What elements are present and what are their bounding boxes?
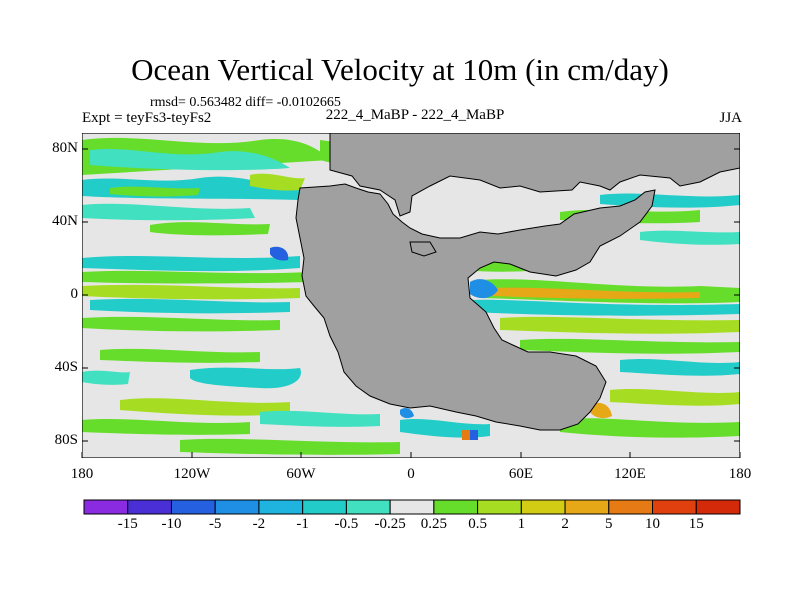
colorbar-swatch (302, 499, 347, 515)
lon-tick-label: 180 (70, 466, 94, 482)
colorbar-swatch (695, 499, 741, 515)
colorbar-tick-label: 0.25 (420, 516, 447, 532)
colorbar-swatch (652, 499, 697, 515)
colorbar-swatch (389, 499, 435, 515)
lat-tick-label: 0 (70, 286, 79, 302)
colorbar-tick-label: 0.5 (468, 516, 487, 532)
colorbar-swatch (520, 499, 566, 515)
colorbar-tick-label: -1 (296, 516, 309, 532)
colorbar-tick-label: -5 (208, 516, 222, 532)
stats-label: rmsd= 0.563482 diff= -0.0102665 (150, 95, 341, 110)
land-mask (295, 133, 740, 431)
colorbar-tick-label: 15 (688, 516, 704, 532)
experiment-label: Expt = teyFs3-teyFs2 (82, 110, 212, 126)
lon-tick-label: 60W (286, 466, 316, 482)
lon-tick-label: 60E (508, 466, 534, 482)
colorbar-tick-label: -0.5 (334, 516, 359, 532)
map-title: Ocean Vertical Velocity at 10m (in cm/da… (131, 52, 669, 87)
season-label: JJA (719, 110, 742, 126)
colorbar-tick-label: 10 (645, 516, 661, 532)
field-tropical-bands (82, 246, 740, 354)
colorbar-swatch (170, 499, 216, 515)
lon-tick-label: 180 (728, 466, 752, 482)
colorbar-tick-label: -15 (117, 516, 138, 532)
colorbar-swatch (83, 499, 129, 515)
run-label: 222_4_MaBP - 222_4_MaBP (325, 107, 505, 123)
colorbar-swatch (214, 499, 260, 515)
colorbar-tick-label: -10 (161, 516, 182, 532)
lon-tick-label: 120W (173, 466, 211, 482)
lat-tick-label: 80N (52, 140, 78, 156)
axis-ticks (81, 148, 741, 458)
lat-tick-label: 40S (54, 359, 78, 375)
lon-tick-label: 120E (614, 466, 646, 482)
colorbar-swatch (433, 499, 479, 515)
field-south-bands (82, 348, 740, 455)
colorbar-swatch (258, 499, 304, 515)
colorbar-swatch (564, 499, 610, 515)
colorbar-tick-label: 5 (605, 516, 613, 532)
colorbar-swatch (127, 499, 172, 515)
colorbar-swatch (477, 499, 522, 515)
colorbar-swatch (345, 499, 391, 515)
colorbar-tick-label: -0.25 (374, 516, 406, 532)
colorbar-tick-label: -2 (252, 516, 266, 532)
lon-tick-label: 0 (407, 466, 415, 482)
colorbar-tick-label: 2 (561, 516, 569, 532)
colorbar-tick-label: 1 (517, 516, 526, 532)
map-plot-area (82, 133, 740, 458)
colorbar-swatch (608, 499, 654, 515)
lat-tick-label: 40N (52, 213, 78, 229)
lat-tick-label: 80S (54, 432, 78, 448)
colorbar (83, 499, 741, 515)
